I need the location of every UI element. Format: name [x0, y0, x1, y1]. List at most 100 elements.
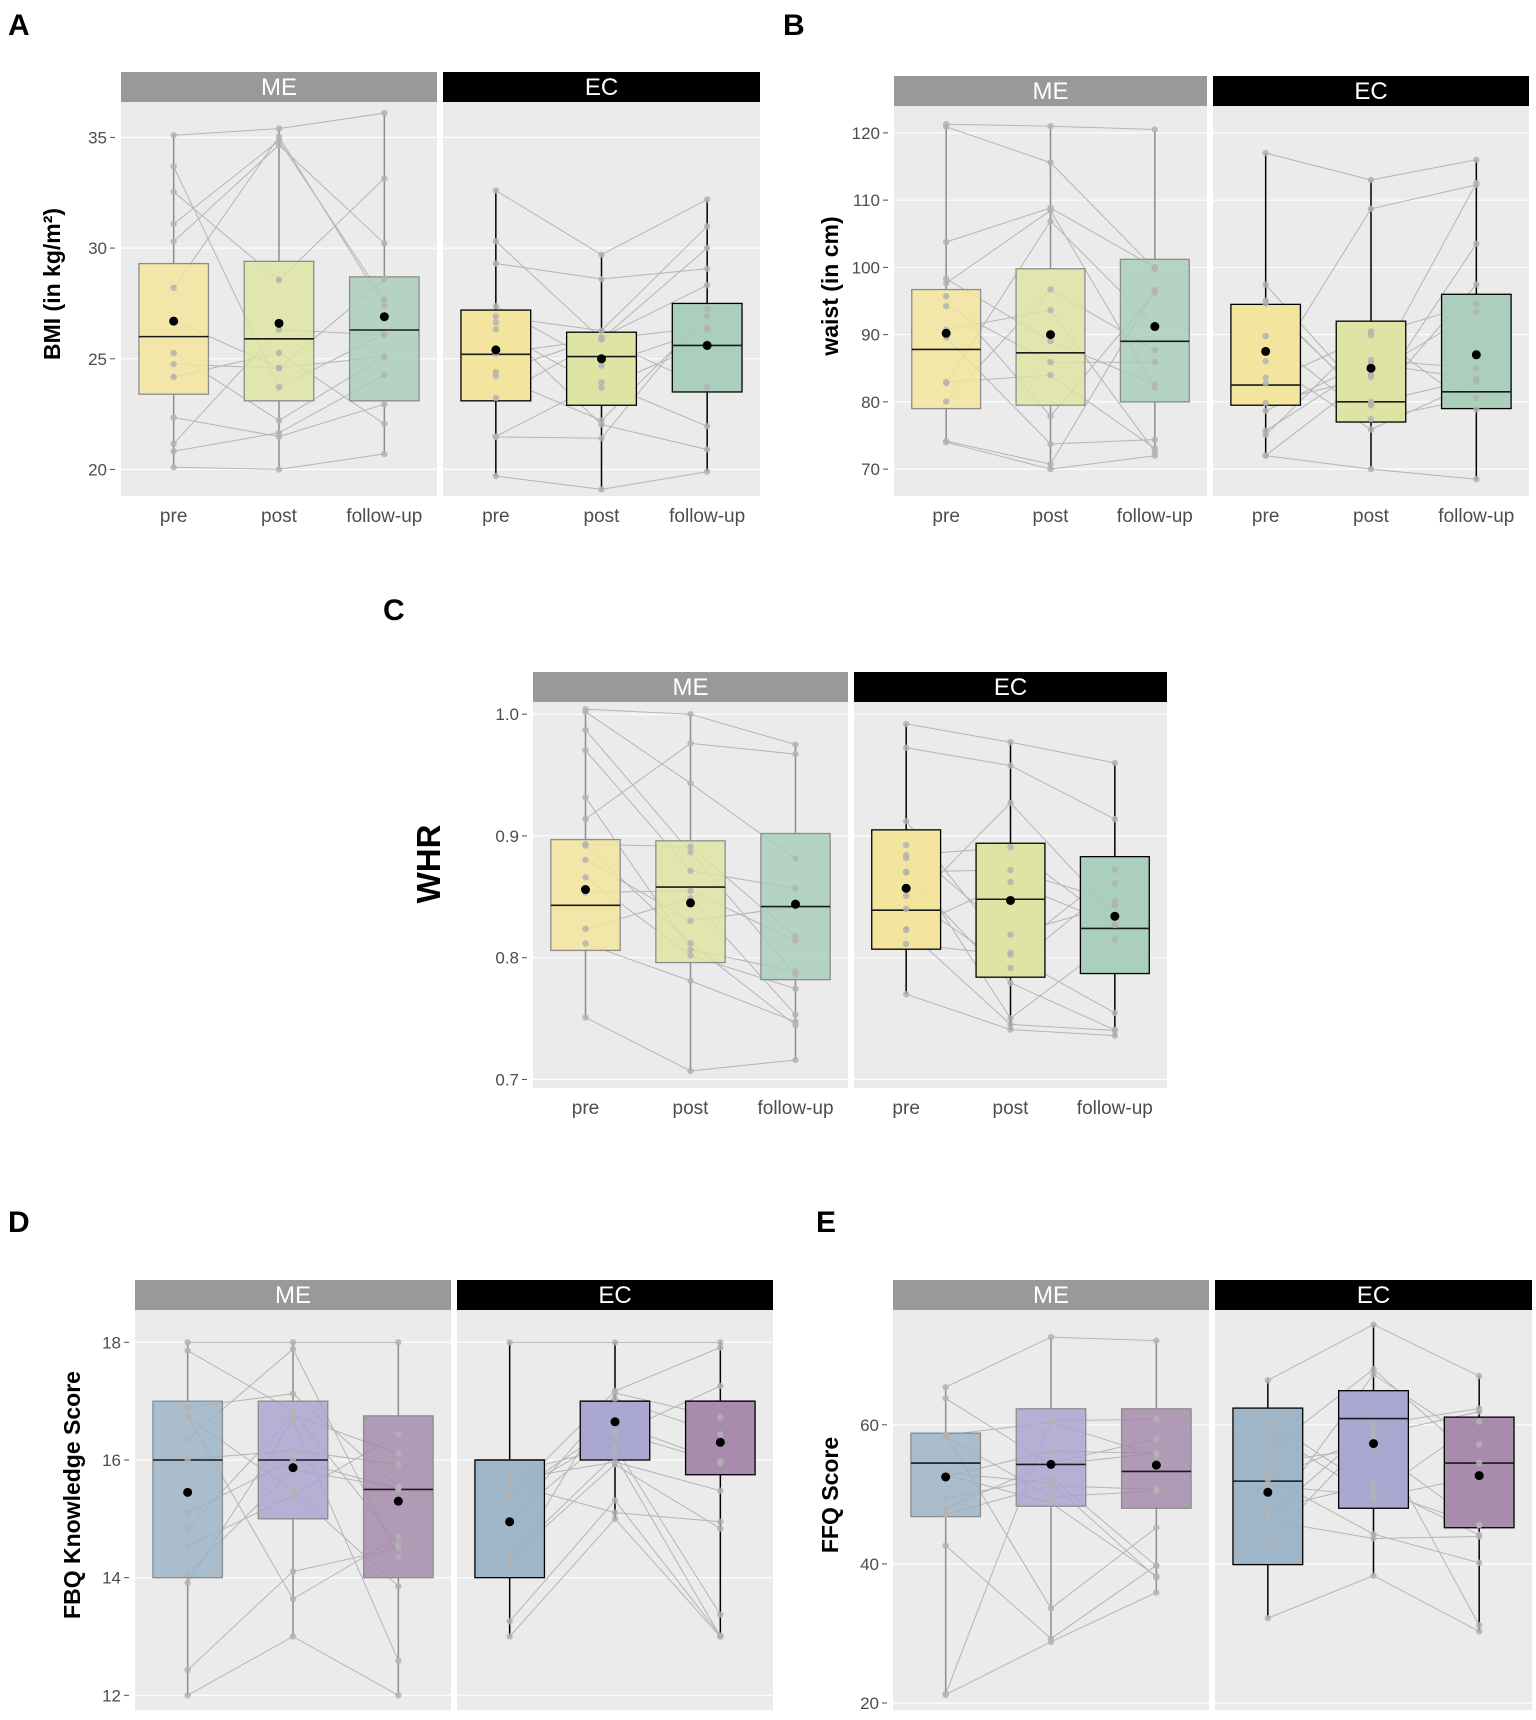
panel-a-facet-me-post-point [275, 429, 283, 436]
panel-d-facet-me-follow-up-point [395, 1450, 402, 1457]
panel-b-facet-ec-follow-up-point [1473, 475, 1480, 483]
panel-c-facet-ec-follow-up-point [1111, 897, 1119, 905]
panel-e-y-axis-label: FFQ Score [817, 1437, 843, 1553]
panel-b-facet-ec-follow-up-point [1473, 281, 1480, 288]
panel-c-facet-ec-follow-up-mean-point [1110, 911, 1120, 921]
panel-e-facet-ec-follow-up-point [1475, 1408, 1483, 1415]
panel-e-facet-me-follow-up-point [1153, 1574, 1160, 1581]
panel-e-facet-me-pre-point [942, 1690, 949, 1698]
panel-b-y-tick-label: 100 [852, 258, 880, 277]
panel-a-facet-ec-post-point [598, 362, 605, 369]
panel-a-facet-ec-follow-up-point [703, 384, 711, 391]
panel-e-facet-me-follow-up-point [1153, 1562, 1160, 1569]
panel-a-facet-ec-post-point [598, 251, 605, 258]
panel-c-facet-ec-post-point [1007, 1015, 1014, 1022]
panel-d-facet-me-follow-up-point [395, 1339, 402, 1346]
panel-a-facet-ec-follow-up-point [703, 446, 711, 453]
panel-label-c: C [383, 594, 405, 627]
panel-a-facet-ec-pre-point [492, 238, 500, 245]
panel-e-facet-me-pre-point [942, 1431, 949, 1439]
panel-a-facet-ec-follow-up-point [703, 312, 711, 319]
panel-c-facet-ec-follow-up-point [1111, 1009, 1119, 1017]
panel-b-facet-ec-pre-point [1262, 399, 1269, 407]
panel-d-facet-me-pre-point [184, 1509, 191, 1516]
panel-a-facet-ec-follow-up-point [703, 422, 711, 430]
panel-a-facet-ec-pre-point [492, 313, 500, 320]
panel-d-facet-me-post-point [289, 1492, 297, 1499]
panel-c-facet-me-pre-point [582, 815, 589, 823]
panel-b-facet-ec-post-mean-point [1366, 363, 1376, 373]
panel-a-facet-ec-post-point [598, 379, 605, 386]
panel-d-facet-me-pre-point [184, 1579, 191, 1587]
panel-e-facet-ec-pre-point [1264, 1614, 1272, 1622]
panel-a-facet-ec-strip-label: EC [585, 74, 618, 101]
panel-b-facet-ec-follow-up-point [1473, 179, 1480, 187]
panel-d-facet-me-post-point [289, 1487, 297, 1494]
panel-d-facet-me-follow-up-point [395, 1541, 402, 1548]
panel-a-facet-me-pre-point [170, 163, 177, 170]
panel-c-facet-ec-pre-point [902, 841, 910, 849]
panel-d-facet-ec-follow-up-point [717, 1431, 724, 1438]
panel-e-facet-me-post-mean-point [1046, 1459, 1056, 1469]
panel-c-facet-me-follow-up-point [792, 750, 799, 758]
panel-a-facet-me-follow-up-point [381, 353, 388, 360]
panel-a-facet-me-follow-up-mean-point [379, 312, 389, 322]
panel-e-y-tick-label: 20 [860, 1694, 879, 1713]
panel-c-facet-ec-post-point [1007, 979, 1014, 987]
panel-d-facet-me-follow-up-point [395, 1430, 402, 1438]
panel-c-facet-ec-follow-up-point [1111, 902, 1119, 909]
panel-label-a: A [8, 9, 30, 42]
panel-d-facet-ec-follow-up-point [717, 1611, 724, 1618]
panel-e-facet-me-follow-up-point [1153, 1487, 1160, 1495]
panel-d-facet-me-pre-point [184, 1339, 191, 1346]
panel-a-facet-ec-pre-point [492, 472, 500, 480]
panel-e-facet-me-follow-up-point [1153, 1589, 1160, 1596]
panel-e-facet-me-post-point [1047, 1493, 1055, 1500]
panel-b-facet-me-post-point [1047, 412, 1054, 420]
panel-b-facet-me-pre-x-tick-label: pre [932, 506, 959, 527]
panel-a-facet-me-post-point [275, 349, 283, 357]
panel-b-facet-me-pre-point [942, 293, 950, 300]
panel-e-facet-me-strip-label: ME [1033, 1282, 1069, 1309]
panel-d-facet-me-post-point [289, 1345, 297, 1353]
panel-c-facet-me-post-point [687, 946, 694, 953]
panel-d-facet-me-post-point [289, 1633, 297, 1640]
panel-b-facet-ec-pre-point [1262, 407, 1269, 415]
panel-e-facet-me-follow-up-mean-point [1151, 1460, 1161, 1470]
panel-b-facet-ec-follow-up-mean-point [1471, 350, 1481, 360]
panel-b-facet-ec-post-point [1367, 465, 1375, 473]
panel-c-facet-me-post-point [687, 887, 694, 895]
panel-b-facet-me-strip [894, 76, 1207, 106]
panel-d-facet-me-follow-up-point [395, 1533, 402, 1541]
panel-e-facet-me-follow-up-point [1153, 1337, 1160, 1344]
panel-b-facet-me-pre-point [942, 398, 950, 405]
panel-b-facet-me-follow-up-point [1151, 359, 1159, 366]
panel-c-facet-ec-pre-point [902, 991, 910, 998]
panel-c-facet-me-pre-point [582, 925, 589, 933]
panel-a-facet-me-pre-point [170, 188, 177, 196]
panel-a-facet-me-follow-up-point [381, 175, 388, 182]
panel-c-facet-me-follow-up-point [792, 885, 799, 892]
panel-e-facet-ec-post-point [1370, 1366, 1377, 1373]
panel-e-facet-me-post-point [1047, 1473, 1055, 1481]
panel-e-facet-ec-follow-up-point [1475, 1533, 1483, 1540]
panel-b-facet-me-post-point [1047, 159, 1054, 166]
panel-c-facet-ec-follow-up-point [1111, 936, 1119, 943]
panel-a-facet-ec-pre-point [492, 326, 500, 333]
panel-d-facet-ec-follow-up-point [717, 1344, 724, 1351]
panel-e-facet-me-pre-point [942, 1384, 949, 1391]
panel-a-facet-me-pre-point [170, 448, 177, 455]
panel-d-facet-ec-follow-up-point [717, 1414, 724, 1421]
panel-e-facet-ec-post-point [1370, 1480, 1377, 1488]
panel-d-facet-me-follow-up-point [395, 1692, 402, 1699]
panel-e-facet-ec-pre-point [1264, 1476, 1272, 1483]
panel-a-facet-ec-post-point [598, 435, 605, 442]
panel-d-facet-ec-follow-up-point [717, 1632, 724, 1639]
panel-e-facet-ec-pre-point [1264, 1506, 1272, 1513]
panel-e-facet-ec-post-point [1370, 1535, 1377, 1542]
panel-d-facet-me-post-point [289, 1568, 297, 1575]
panel-a-facet-ec-pre-x-tick-label: pre [482, 506, 509, 527]
panel-d-facet-me-post-mean-point [288, 1463, 298, 1473]
panel-e-facet-me-post-point [1047, 1499, 1055, 1507]
panel-e-facet-ec-follow-up-point [1475, 1522, 1483, 1529]
